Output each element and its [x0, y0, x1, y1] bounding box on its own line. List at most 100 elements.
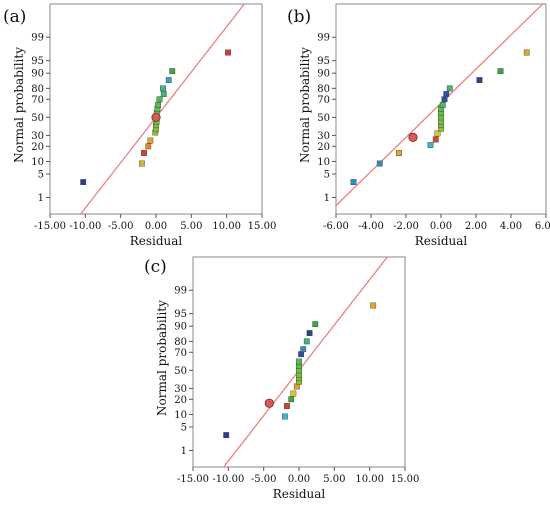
- x-tick-label: -6.00: [323, 221, 349, 232]
- data-point: [303, 338, 310, 345]
- data-point: [288, 396, 295, 403]
- y-tick-label: 99: [317, 33, 330, 44]
- y-tick-label: 95: [31, 56, 44, 67]
- y-axis-title: Normal probability: [298, 47, 312, 163]
- data-point: [225, 49, 231, 56]
- y-tick-label: 30: [317, 131, 330, 142]
- y-tick-label: 80: [174, 337, 187, 348]
- highlighted-point: [151, 112, 161, 122]
- data-point: [312, 321, 319, 328]
- data-point: [434, 130, 441, 137]
- y-tick-label: 95: [174, 309, 187, 320]
- data-point: [155, 102, 162, 108]
- y-tick-label: 90: [174, 322, 187, 333]
- y-tick-label: 80: [31, 84, 44, 95]
- data-point: [300, 346, 307, 353]
- highlighted-point: [264, 398, 274, 408]
- x-axis-title: Residual: [415, 234, 468, 248]
- y-tick-label: 5: [38, 169, 44, 180]
- x-tick-label: 5.00: [180, 221, 202, 232]
- y-tick-label: 5: [324, 169, 330, 180]
- y-tick-label: 10: [31, 157, 44, 168]
- data-point: [441, 96, 448, 103]
- panel-label: (c): [144, 257, 167, 277]
- x-tick-label: 0.00: [288, 474, 310, 485]
- data-point: [476, 77, 483, 84]
- y-axis-title: Normal probability: [155, 300, 169, 416]
- x-tick-label: 5.00: [323, 474, 345, 485]
- x-tick-label: 0.00: [145, 221, 167, 232]
- y-tick-label: 1: [324, 193, 330, 204]
- y-tick-label: 50: [317, 113, 330, 124]
- data-point: [439, 102, 446, 108]
- data-point: [306, 330, 313, 337]
- x-axis-title: Residual: [130, 234, 183, 248]
- data-point: [284, 403, 290, 409]
- x-tick-label: 6.00: [535, 221, 550, 232]
- x-tick-label: 2.00: [465, 221, 487, 232]
- y-tick-label: 30: [174, 384, 187, 395]
- y-tick-label: 90: [317, 69, 330, 80]
- data-point: [138, 160, 145, 167]
- panel-label: (b): [287, 7, 311, 27]
- y-tick-label: 80: [317, 84, 330, 95]
- x-tick-label: 10.00: [212, 221, 241, 232]
- data-point: [145, 143, 152, 150]
- y-tick-label: 20: [174, 395, 187, 406]
- x-tick-label: 4.00: [500, 221, 522, 232]
- y-tick-label: 50: [174, 366, 187, 377]
- data-point: [376, 160, 383, 167]
- data-point: [290, 390, 297, 397]
- y-tick-label: 70: [174, 348, 187, 359]
- y-axis-title: Normal probability: [12, 47, 26, 163]
- x-tick-label: 10.00: [355, 474, 384, 485]
- data-point: [160, 91, 167, 97]
- x-tick-label: -10.00: [69, 221, 101, 232]
- y-tick-label: 1: [38, 193, 44, 204]
- x-tick-label: 15.00: [248, 221, 277, 232]
- data-point: [427, 142, 434, 148]
- data-point: [160, 85, 166, 92]
- y-tick-label: 90: [31, 69, 44, 80]
- y-tick-label: 10: [174, 410, 187, 421]
- y-tick-label: 5: [181, 422, 187, 433]
- y-tick-label: 20: [31, 142, 44, 153]
- data-point: [147, 137, 154, 144]
- data-point: [350, 179, 357, 186]
- x-tick-label: -2.00: [393, 221, 419, 232]
- data-point: [156, 96, 163, 103]
- y-tick-label: 70: [317, 95, 330, 106]
- x-tick-label: -5.00: [108, 221, 134, 232]
- data-point: [80, 179, 87, 186]
- y-tick-label: 10: [317, 157, 330, 168]
- y-tick-label: 1: [181, 446, 187, 457]
- data-point: [296, 358, 302, 365]
- data-point: [497, 68, 504, 75]
- panel-a: (a) -15.00 -10.00 -5.00 0.00 5.00 10.00 15.00 1 5…: [3, 3, 277, 248]
- highlighted-point: [408, 132, 418, 142]
- panel-b: (b) -6.00 -4.00 -2.00 0.00 2.00 4.00 6.00 1 510 20…: [287, 3, 550, 248]
- y-tick-label: 99: [31, 33, 44, 44]
- data-point: [396, 150, 402, 156]
- data-point: [443, 91, 450, 97]
- y-tick-label: 30: [31, 131, 44, 142]
- y-tick-label: 20: [317, 142, 330, 153]
- data-point: [370, 302, 377, 309]
- panel-label: (a): [3, 7, 26, 27]
- x-tick-label: -10.00: [212, 474, 244, 485]
- y-tick-label: 70: [31, 95, 44, 106]
- data-point: [141, 150, 147, 156]
- data-point: [169, 68, 176, 75]
- data-point: [281, 413, 288, 420]
- x-axis-title: Residual: [273, 487, 326, 501]
- y-tick-label: 95: [317, 56, 330, 67]
- data-point: [298, 351, 305, 358]
- panel-c: (c) -15.00 -10.00 -5.00 0.00 5.00 10.00 15.00 1 5…: [144, 256, 420, 501]
- y-tick-label: 50: [31, 113, 44, 124]
- x-tick-label: 0.00: [430, 221, 452, 232]
- data-point: [165, 77, 172, 84]
- x-tick-label: -4.00: [358, 221, 384, 232]
- x-tick-label: 15.00: [391, 474, 420, 485]
- x-tick-label: -5.00: [251, 474, 277, 485]
